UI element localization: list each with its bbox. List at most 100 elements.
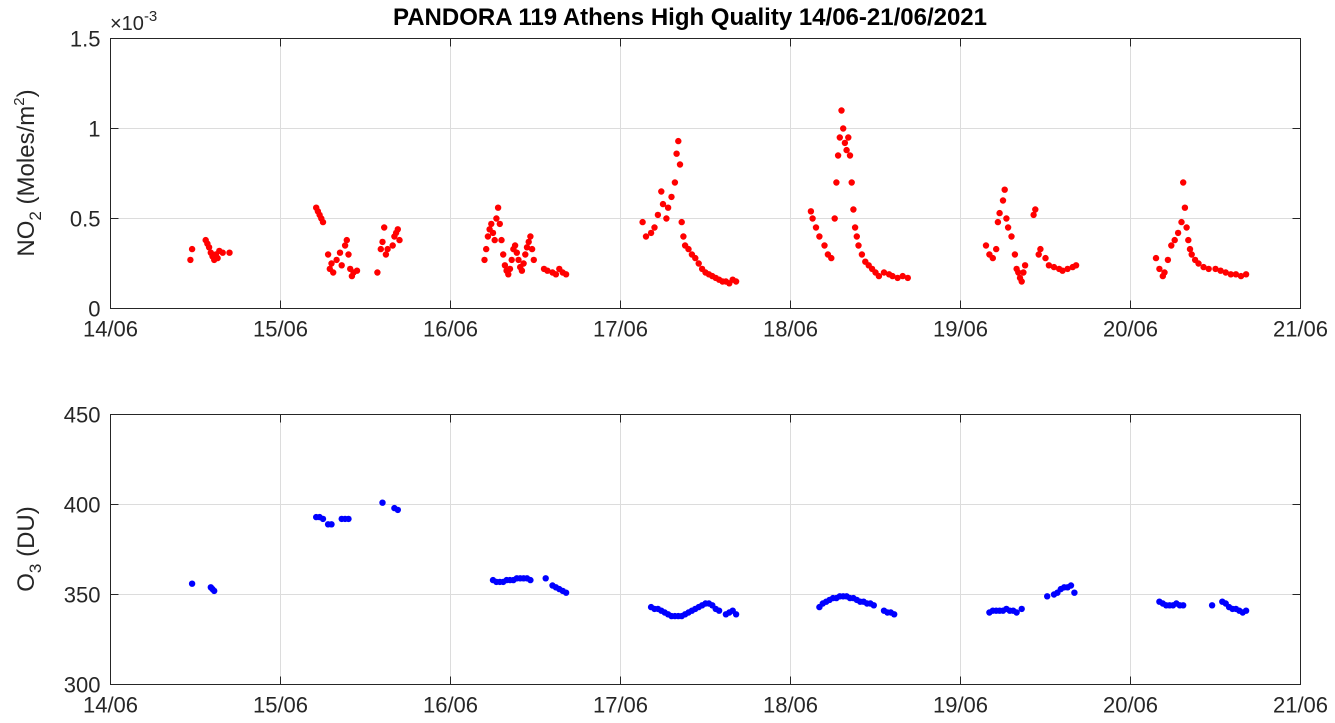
no2-data-point <box>812 224 820 231</box>
o3-data-point <box>527 576 534 584</box>
no2-data-point <box>639 218 646 226</box>
no2-data-point <box>389 242 396 249</box>
no2-x-tick-label: 19/06 <box>933 317 988 342</box>
no2-y-axis-label: NO2 (Moles/m2) <box>11 89 45 256</box>
o3-x-tick-label: 21/06 <box>1273 693 1328 718</box>
o3-x-tick-label: 17/06 <box>593 693 648 718</box>
no2-x-tick-label: 14/06 <box>83 317 138 342</box>
no2-data-point <box>1152 254 1160 262</box>
no2-data-point <box>1183 224 1190 231</box>
o3-y-tick-label: 300 <box>64 673 101 698</box>
no2-data-point <box>675 137 682 145</box>
no2-x-tick-label: 17/06 <box>593 317 648 342</box>
no2-y-tick-label: 0 <box>88 297 100 322</box>
no2-data-point <box>511 242 519 249</box>
no2-data-point <box>1168 242 1175 249</box>
no2-data-point <box>999 197 1007 204</box>
o3-data-point <box>562 589 570 596</box>
no2-data-point <box>807 208 815 215</box>
o3-data-point <box>1044 593 1051 600</box>
no2-data-point <box>1045 262 1053 269</box>
no2-data-point <box>858 251 866 258</box>
no2-data-point <box>833 179 840 186</box>
no2-data-point <box>1200 263 1207 271</box>
no2-data-point <box>1004 224 1012 231</box>
o3-y-tick-label: 400 <box>64 493 101 518</box>
no2-data-point <box>506 265 514 273</box>
no2-data-point <box>1180 179 1187 186</box>
o3-data-point <box>345 515 352 523</box>
no2-data-point <box>338 262 345 269</box>
no2-data-point <box>671 179 679 186</box>
o3-data-point <box>715 607 723 614</box>
o3-data-point <box>1018 605 1025 613</box>
no2-y-tick-label: 1.5 <box>70 27 101 52</box>
no2-data-point <box>993 245 1000 253</box>
no2-data-point <box>527 233 534 240</box>
no2-data-point <box>528 245 536 253</box>
no2-data-point <box>1156 265 1163 273</box>
no2-x-tick-label: 18/06 <box>763 317 818 342</box>
no2-data-point <box>328 260 335 267</box>
o3-data-point <box>188 580 196 587</box>
no2-data-point <box>214 254 221 262</box>
no2-data-point <box>188 245 196 253</box>
no2-data-point <box>205 244 213 251</box>
no2-data-point <box>1003 215 1010 222</box>
no2-data-point <box>836 134 843 141</box>
no2-data-point <box>513 249 520 256</box>
o3-data-point <box>1242 607 1250 614</box>
no2-data-point <box>520 260 527 267</box>
no2-data-point <box>680 233 687 240</box>
no2-data-point <box>996 209 1003 217</box>
o3-data-point <box>542 575 549 582</box>
no2-data-point <box>1232 271 1240 278</box>
no2-data-point <box>552 271 560 278</box>
no2-data-point <box>1205 265 1212 273</box>
o3-x-tick-label: 14/06 <box>83 693 138 718</box>
no2-data-point <box>659 200 667 208</box>
no2-x-tick-label: 21/06 <box>1273 317 1328 342</box>
no2-data-point <box>1174 229 1182 237</box>
no2-data-point <box>834 152 842 159</box>
no2-data-point <box>853 233 860 240</box>
no2-data-point <box>828 254 835 262</box>
no2-data-point <box>851 224 859 231</box>
no2-axes-box <box>110 38 1301 309</box>
no2-data-point <box>522 251 529 258</box>
no2-data-point <box>523 244 531 251</box>
o3-x-tick-label: 19/06 <box>933 693 988 718</box>
o3-data-point <box>328 521 335 528</box>
no2-data-point <box>1032 206 1039 213</box>
no2-data-point <box>396 236 403 244</box>
no2-data-point <box>889 272 896 280</box>
no2-x-tick-label: 16/06 <box>423 317 478 342</box>
no2-data-point <box>330 269 337 276</box>
no2-data-point <box>379 238 386 246</box>
no2-grid <box>110 38 1301 309</box>
no2-ticks: 14/06 15/06 16/06 17/06 18/06 19/06 20/06 21/06… <box>70 27 1328 342</box>
no2-data-point <box>505 271 512 278</box>
no2-data-point <box>982 242 990 249</box>
o3-x-tick-label: 20/06 <box>1103 693 1158 718</box>
no2-data-point <box>850 206 857 213</box>
no2-data-point <box>894 274 901 282</box>
no2-data-point <box>845 134 852 141</box>
no2-data-point <box>382 251 390 258</box>
no2-data-point <box>1188 251 1195 258</box>
no2-data-point <box>1237 272 1245 280</box>
no2-data-point <box>1186 245 1194 253</box>
no2-data-point <box>498 236 505 244</box>
no2-data-point <box>508 256 515 264</box>
no2-data-point <box>838 107 845 114</box>
no2-data-point <box>1161 269 1168 276</box>
no2-data-point <box>1212 265 1219 273</box>
no2-y-tick-label: 1 <box>88 117 100 142</box>
no2-data-point <box>809 215 816 222</box>
no2-data-point <box>647 229 655 237</box>
no2-data-point <box>333 256 340 264</box>
no2-panel: 14/06 15/06 16/06 17/06 18/06 19/06 20/06 21/06… <box>11 8 1328 342</box>
no2-data-point <box>1242 271 1250 278</box>
no2-data-point <box>658 188 665 195</box>
